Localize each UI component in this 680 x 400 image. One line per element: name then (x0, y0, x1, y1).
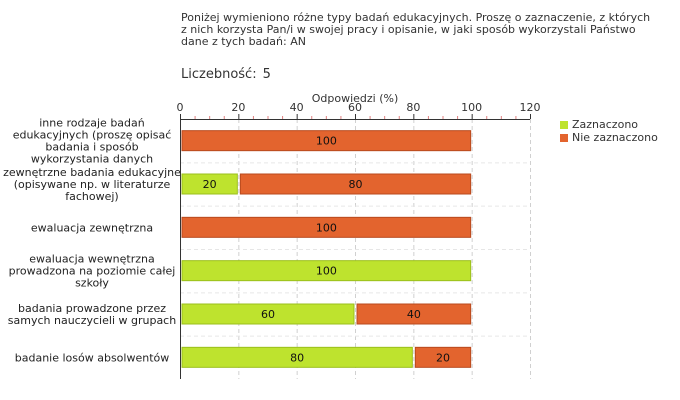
bar-value-label: 100 (316, 135, 337, 148)
bar-value-label: 100 (316, 221, 337, 234)
legend-item-zaznaczono: Zaznaczono (560, 118, 658, 131)
bar-nie-zaznaczono (414, 346, 472, 368)
bar-value-label: 60 (261, 308, 275, 321)
x-tick-label: 60 (348, 101, 362, 114)
category-label: inne rodzaje badań edukacyjnych (proszę o… (13, 117, 172, 166)
sample-size-label: Liczebność: (181, 67, 257, 82)
bar-nie-zaznaczono (239, 173, 472, 195)
sample-size-value: 5 (262, 67, 271, 82)
legend-label-zaznaczono: Zaznaczono (572, 118, 639, 131)
category-label: badanie losów absolwentów (15, 351, 170, 364)
bar-value-label: 100 (316, 265, 337, 278)
axes (180, 114, 530, 379)
gridlines (180, 119, 531, 379)
x-tick-label: 0 (177, 101, 184, 114)
category-label: badania prowadzone przez samych nauczycie… (8, 302, 176, 327)
x-tick-label: 100 (461, 101, 482, 114)
bar-zaznaczono (181, 173, 238, 195)
legend-swatch-nie-zaznaczono (560, 133, 568, 142)
bar-zaznaczono (181, 303, 355, 325)
bar-nie-zaznaczono (181, 216, 472, 238)
x-tick-label: 20 (231, 101, 245, 114)
category-labels: inne rodzaje badań edukacyjnych (proszę o… (3, 117, 181, 365)
legend-label-nie-zaznaczono: Nie zaznaczono (572, 131, 658, 144)
bars: 100 20 80 100 100 60 40 80 20 (181, 130, 472, 368)
x-tick-label: 80 (406, 101, 420, 114)
x-tick-label: 40 (290, 101, 304, 114)
legend-item-nie-zaznaczono: Nie zaznaczono (560, 131, 658, 144)
bar-value-label: 40 (407, 308, 421, 321)
bar-zaznaczono (181, 260, 472, 282)
sample-size: Liczebność: 5 (181, 67, 277, 82)
bar-nie-zaznaczono (356, 303, 472, 325)
question-text: Poniżej wymieniono różne typy badań eduk… (181, 11, 651, 48)
category-label: zewnętrzne badania edukacyjne (opisywane … (3, 166, 181, 203)
bar-zaznaczono (181, 346, 413, 368)
category-label: ewaluacja wewnętrzna prowadzona na poziom… (9, 253, 176, 290)
category-label: ewaluacja zewnętrzna (31, 221, 153, 234)
bar-value-label: 80 (349, 178, 363, 191)
bar-value-label: 20 (436, 351, 450, 364)
legend: Zaznaczono Nie zaznaczono (560, 118, 658, 144)
legend-swatch-zaznaczono (560, 120, 568, 129)
bar-nie-zaznaczono (181, 130, 472, 152)
bar-value-label: 20 (203, 178, 217, 191)
x-axis-title: Odpowiedzi (%) (312, 92, 399, 105)
bar-value-label: 80 (290, 351, 304, 364)
x-axis-ticks: 0 20 40 60 80 100 120 (177, 101, 541, 119)
x-tick-label: 120 (520, 101, 541, 114)
